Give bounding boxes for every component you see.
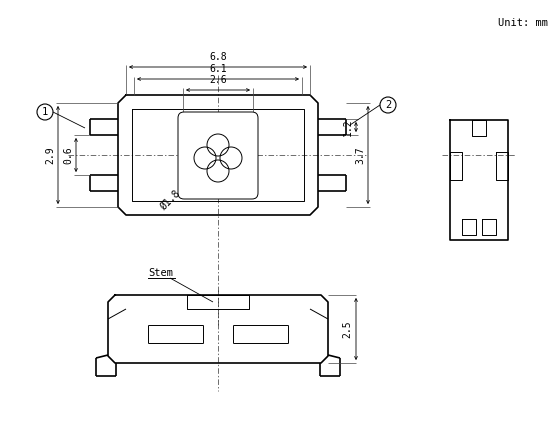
Text: Unit: mm: Unit: mm: [498, 18, 548, 28]
Text: Ø1.8: Ø1.8: [158, 188, 182, 212]
Circle shape: [220, 147, 242, 169]
Circle shape: [207, 160, 229, 182]
Text: 2: 2: [385, 100, 391, 110]
FancyBboxPatch shape: [178, 112, 258, 199]
Circle shape: [207, 134, 229, 156]
Text: 1: 1: [42, 107, 48, 117]
Text: 6.8: 6.8: [209, 52, 227, 62]
Text: 2.9: 2.9: [45, 146, 55, 164]
Text: 6.1: 6.1: [209, 64, 227, 74]
Text: 2.6: 2.6: [209, 75, 227, 85]
Text: 3.7: 3.7: [355, 146, 365, 164]
Text: 2.5: 2.5: [342, 320, 352, 338]
Text: 0.6: 0.6: [63, 146, 73, 164]
Text: Stem: Stem: [148, 268, 173, 278]
Text: 1.2: 1.2: [343, 118, 353, 136]
Circle shape: [194, 147, 216, 169]
